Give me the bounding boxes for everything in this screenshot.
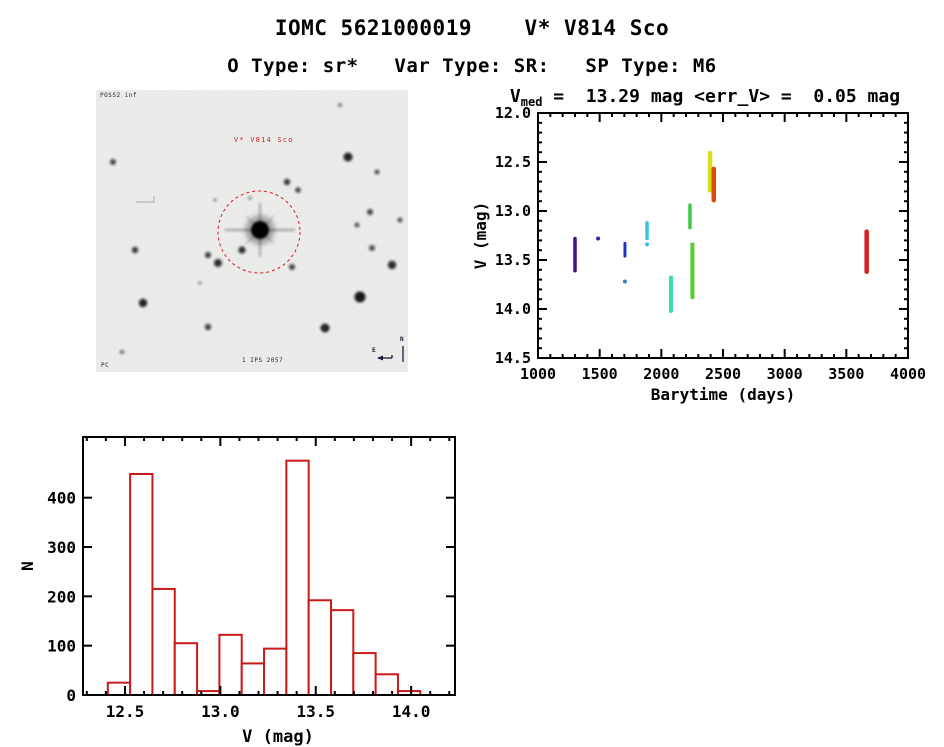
x-tick-label: 3000 <box>767 365 803 383</box>
compass-icon: E N <box>372 336 404 362</box>
target-name-label: V* V814 Sco <box>234 136 294 144</box>
star <box>204 323 212 331</box>
plot-frame <box>537 112 909 359</box>
light-curve-plot: 1000 1500 2000 2500 3000 3500 4000 12.0 12.5 13.0… <box>471 104 926 404</box>
histogram-panel: 12.5 13.0 13.5 14.0 0 100 200 300 400 V (mag) N <box>20 430 480 747</box>
x-tick-label: 12.5 <box>106 702 145 721</box>
star <box>138 298 148 308</box>
lightcurve-point <box>645 242 650 247</box>
field-stars <box>110 103 403 355</box>
x-tick-label: 4000 <box>890 365 926 383</box>
vmed-base: V <box>509 86 521 107</box>
corner-label: PC <box>101 362 110 369</box>
histogram-bar <box>352 652 377 696</box>
x-tick-label: 1500 <box>582 365 618 383</box>
finder-chart: E N POSS2 inf V* V814 Sco 1 IPS 2057 PC <box>96 90 408 372</box>
star <box>397 217 403 223</box>
y-tick-label: 13.5 <box>495 251 531 269</box>
star <box>119 349 125 355</box>
y-tick-label: 300 <box>47 538 76 557</box>
y-tick-label: 14.0 <box>495 300 531 318</box>
y-tick-label: 12.0 <box>495 104 531 122</box>
vmed-subscript: med <box>520 95 543 109</box>
y-axis-label: N <box>20 561 37 571</box>
star <box>110 159 116 165</box>
y-tick-label: 0 <box>66 686 76 705</box>
star <box>283 178 291 186</box>
star <box>354 222 360 228</box>
x-tick-label: 13.5 <box>296 702 335 721</box>
x-axis-label: V (mag) <box>242 727 314 747</box>
star <box>338 103 342 107</box>
y-tick-label: 200 <box>47 587 76 606</box>
histogram-bar <box>307 599 332 696</box>
compass-north-label: N <box>400 336 404 343</box>
x-tick-label: 13.0 <box>201 702 240 721</box>
star <box>343 152 353 162</box>
histogram-bar <box>218 633 243 696</box>
histogram-bar <box>374 673 399 696</box>
y-tick-label: 12.5 <box>495 153 531 171</box>
y-tick-label: 13.0 <box>495 202 531 220</box>
y-axis-label: V (mag) <box>471 202 490 269</box>
light-curve-panel: 1000 1500 2000 2500 3000 3500 4000 12.0 12.5 13.0… <box>470 85 944 420</box>
page-title: IOMC 5621000019 V* V814 Sco <box>274 16 670 40</box>
x-tick-label: 14.0 <box>392 702 431 721</box>
y-tick-label: 100 <box>47 637 76 656</box>
x-axis-label: Barytime (days) <box>651 385 796 404</box>
light-curve-title: Vmed = 13.29 mag <err_V> = 0.05 mag <box>466 86 944 109</box>
plot-frame <box>82 436 456 696</box>
star <box>320 323 330 333</box>
histogram-bar <box>173 642 199 697</box>
histogram-bar <box>330 609 355 696</box>
histogram-bar <box>285 459 310 697</box>
star-field-image: E N <box>96 90 408 372</box>
compass-east-label: E <box>372 347 376 354</box>
histogram-bar <box>151 587 176 696</box>
y-tick-label: 400 <box>47 489 76 508</box>
survey-label: POSS2 inf <box>100 92 138 99</box>
star <box>289 264 295 270</box>
plate-label: 1 IPS 2057 <box>242 357 284 364</box>
star <box>354 291 366 303</box>
star <box>214 259 222 267</box>
star <box>295 187 301 193</box>
star <box>369 245 375 251</box>
star <box>374 169 380 175</box>
target-marker-circle <box>217 190 301 274</box>
plate-scratch-artifact <box>136 196 155 203</box>
histogram-plot: 12.5 13.0 13.5 14.0 0 100 200 300 400 V (mag) N <box>20 436 456 747</box>
star <box>205 252 211 258</box>
x-tick-label: 3500 <box>828 365 864 383</box>
star <box>213 198 217 202</box>
target-star <box>225 203 295 257</box>
star <box>238 246 246 254</box>
x-tick-label: 2000 <box>643 365 679 383</box>
page-subtitle: O Type: sr* Var Type: SR: SP Type: M6 <box>227 55 717 77</box>
lightcurve-point <box>596 236 601 241</box>
histogram-bar <box>240 662 266 696</box>
star <box>131 246 139 254</box>
star <box>198 281 202 285</box>
star <box>248 196 252 200</box>
lightcurve-point <box>622 279 627 284</box>
histogram-bar <box>129 472 154 696</box>
x-tick-label: 2500 <box>705 365 741 383</box>
x-tick-label: 1000 <box>520 365 556 383</box>
vmed-rest: = 13.29 mag <err_V> = 0.05 mag <box>542 86 901 107</box>
y-tick-label: 14.5 <box>495 349 531 367</box>
histogram-bar <box>106 681 132 696</box>
star <box>367 209 373 215</box>
histogram-bar <box>263 647 288 696</box>
star <box>387 260 397 270</box>
